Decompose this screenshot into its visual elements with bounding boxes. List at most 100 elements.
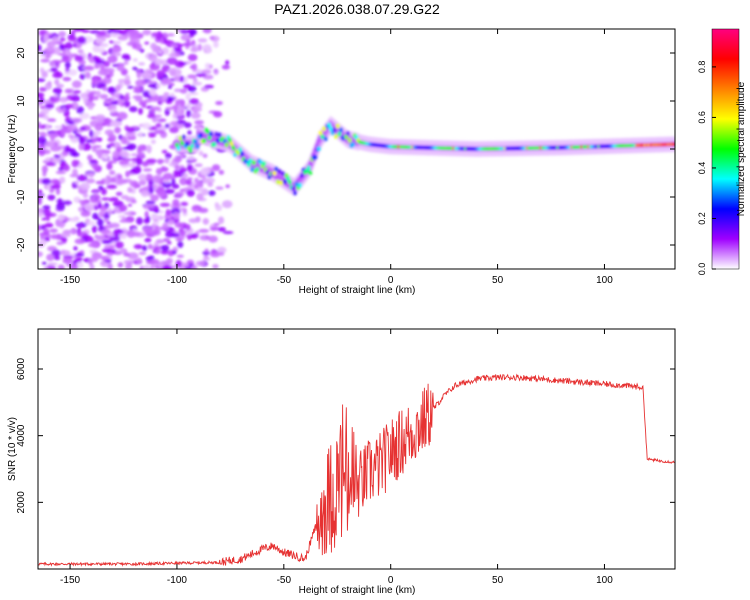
spectrogram-speckle xyxy=(82,193,89,199)
spectrogram-speckle xyxy=(98,185,104,191)
spectrogram-speckle xyxy=(132,42,137,49)
spectrogram-speckle xyxy=(56,198,63,206)
spectrogram-speckle xyxy=(108,40,114,44)
spectrogram-speckle xyxy=(42,208,51,215)
spectrogram-signal-core xyxy=(322,126,327,132)
spectrogram-speckle xyxy=(45,162,57,167)
spectrogram-speckle xyxy=(77,36,87,44)
spectrogram-speckle xyxy=(132,58,138,62)
spectrogram-speckle xyxy=(167,33,175,37)
spectrogram-speckle xyxy=(97,70,108,76)
spectrogram-x-label: Height of straight line (km) xyxy=(299,285,416,296)
spectrogram-speckle xyxy=(213,68,219,75)
spectrogram-speckle xyxy=(43,34,49,43)
spectrogram-speckle xyxy=(104,149,111,155)
spectrogram-speckle xyxy=(154,129,166,135)
spectrogram-signal-core xyxy=(339,127,344,133)
snr-y-tick-label: 6000 xyxy=(16,357,27,380)
spectrogram-speckle xyxy=(140,189,149,197)
spectrogram-speckle xyxy=(94,216,101,220)
spectrogram-speckle xyxy=(182,42,193,47)
spectrogram-signal-core xyxy=(198,132,203,138)
spectrogram-speckle xyxy=(109,170,116,176)
spectrogram-signal-core xyxy=(277,168,282,174)
spectrogram-speckle xyxy=(116,111,128,120)
spectrogram-speckle xyxy=(158,50,163,54)
spectrogram-speckle xyxy=(38,87,47,92)
spectrogram-speckle xyxy=(152,106,161,111)
spectrogram-signal-core xyxy=(327,122,332,128)
spectrogram-signal-core xyxy=(332,127,337,133)
spectrogram-speckle xyxy=(191,63,198,72)
spectrogram-speckle xyxy=(148,185,154,194)
spectrogram-signal-core xyxy=(251,160,256,166)
spectrogram-speckle xyxy=(187,53,198,62)
spectrogram-speckle xyxy=(150,216,161,220)
spectrogram-speckle xyxy=(173,169,179,178)
spectrogram-signal-core xyxy=(272,170,277,176)
spectrogram-speckle xyxy=(78,136,86,144)
spectrogram-signal-core xyxy=(229,141,234,147)
spectrogram-speckle xyxy=(212,263,219,269)
spectrogram-speckle xyxy=(133,244,143,250)
spectrogram-speckle xyxy=(61,98,66,104)
spectrogram-speckle xyxy=(88,261,93,266)
spectrogram-y-tick-label: 20 xyxy=(16,47,27,59)
spectrogram-speckle xyxy=(186,164,193,172)
spectrogram-speckle xyxy=(76,106,85,114)
spectrogram-speckle xyxy=(191,264,198,269)
spectrogram-speckle xyxy=(85,71,91,79)
spectrogram-speckle xyxy=(55,187,61,196)
spectrogram-speckle xyxy=(101,248,112,253)
spectrogram-speckle xyxy=(160,94,169,101)
spectrogram-speckle xyxy=(72,90,82,94)
spectrogram-speckle xyxy=(79,73,86,80)
spectrogram-speckle xyxy=(187,74,197,79)
spectrogram-speckle xyxy=(53,255,61,261)
spectrogram-speckle xyxy=(114,178,125,186)
spectrogram-speckle xyxy=(135,87,145,92)
spectrogram-speckle xyxy=(153,208,160,214)
spectrogram-signal-core xyxy=(292,190,297,196)
spectrogram-signal-core xyxy=(279,180,284,186)
spectrogram-speckle xyxy=(76,252,82,257)
colorbar-tick-label: 0.6 xyxy=(697,111,707,124)
spectrogram-speckle xyxy=(141,245,148,252)
spectrogram-speckle xyxy=(123,79,131,86)
spectrogram-speckle xyxy=(42,115,50,120)
spectrogram-speckle xyxy=(123,252,131,257)
spectrogram-signal-core xyxy=(291,186,296,192)
spectrogram-speckle xyxy=(128,162,136,168)
spectrogram-speckle xyxy=(87,103,94,110)
spectrogram-signal-core xyxy=(298,182,303,188)
spectrogram-signal-core xyxy=(193,138,198,144)
spectrogram-speckle xyxy=(59,37,66,42)
spectrogram-speckle xyxy=(101,261,107,265)
spectrogram-speckle xyxy=(145,200,156,205)
spectrogram-speckle xyxy=(91,252,103,260)
spectrogram-speckle xyxy=(152,175,162,184)
spectrogram-speckle xyxy=(176,254,184,258)
spectrogram-speckle xyxy=(215,186,224,190)
spectrogram-signal-core xyxy=(262,161,267,167)
spectrogram-speckle xyxy=(150,139,156,145)
spectrogram-speckle xyxy=(198,150,204,156)
spectrogram-speckle xyxy=(112,150,120,159)
spectrogram-speckle xyxy=(185,156,195,161)
snr-x-tick-label: 0 xyxy=(388,575,394,586)
spectrogram-speckle xyxy=(60,232,71,238)
spectrogram-speckle xyxy=(89,196,96,203)
spectrogram-speckle xyxy=(103,213,110,219)
spectrogram-speckle xyxy=(129,29,139,37)
spectrogram-signal-core xyxy=(318,130,323,136)
spectrogram-speckle xyxy=(89,30,101,34)
spectrogram-speckle xyxy=(123,211,132,216)
spectrogram-speckle xyxy=(46,253,55,262)
spectrogram-x-tick-label: -100 xyxy=(167,275,187,286)
spectrogram-speckle xyxy=(41,261,47,265)
spectrogram-speckle xyxy=(144,41,150,45)
spectrogram-speckle xyxy=(84,65,95,71)
spectrogram-signal-core xyxy=(227,137,232,143)
spectrogram-speckle xyxy=(191,81,203,86)
spectrogram-speckle xyxy=(143,217,150,224)
